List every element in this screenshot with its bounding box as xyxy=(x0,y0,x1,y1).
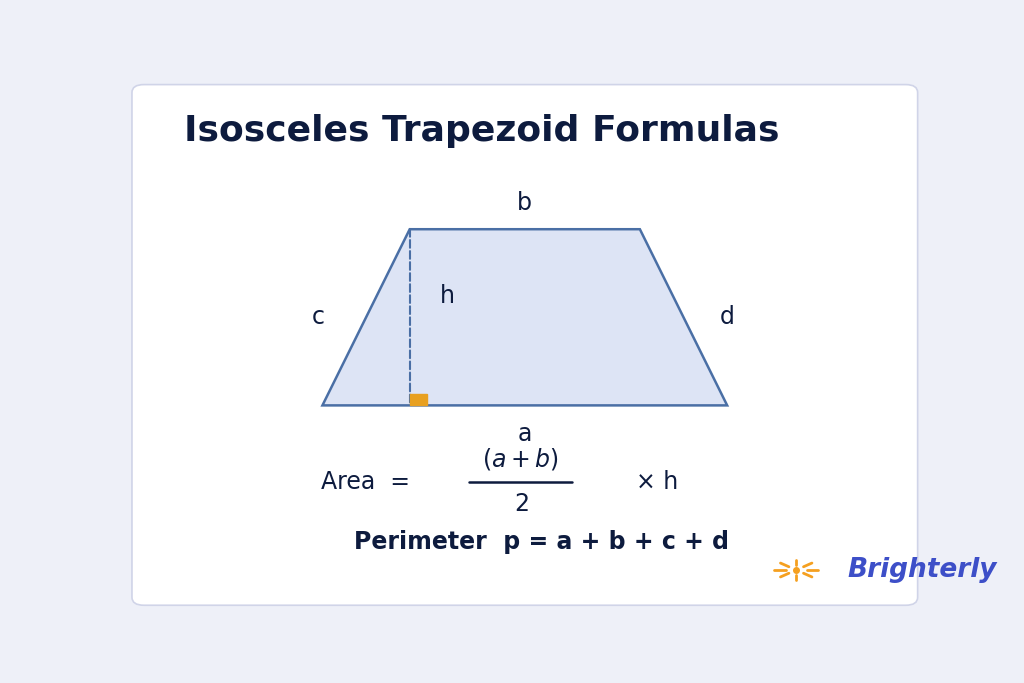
Text: Area  =: Area = xyxy=(321,470,410,494)
Text: $(a + b)$: $(a + b)$ xyxy=(482,446,559,472)
Text: × h: × h xyxy=(636,470,678,494)
Text: c: c xyxy=(312,305,325,329)
Text: a: a xyxy=(517,422,532,446)
Bar xyxy=(410,394,427,406)
Text: Isosceles Trapezoid Formulas: Isosceles Trapezoid Formulas xyxy=(183,113,779,148)
Text: b: b xyxy=(517,191,532,215)
Text: $2$: $2$ xyxy=(513,492,528,516)
Polygon shape xyxy=(323,229,727,406)
Text: h: h xyxy=(440,284,455,308)
FancyBboxPatch shape xyxy=(132,85,918,605)
Text: Brighterly: Brighterly xyxy=(848,557,997,583)
Text: d: d xyxy=(720,305,734,329)
Text: Perimeter  p = a + b + c + d: Perimeter p = a + b + c + d xyxy=(354,530,729,554)
